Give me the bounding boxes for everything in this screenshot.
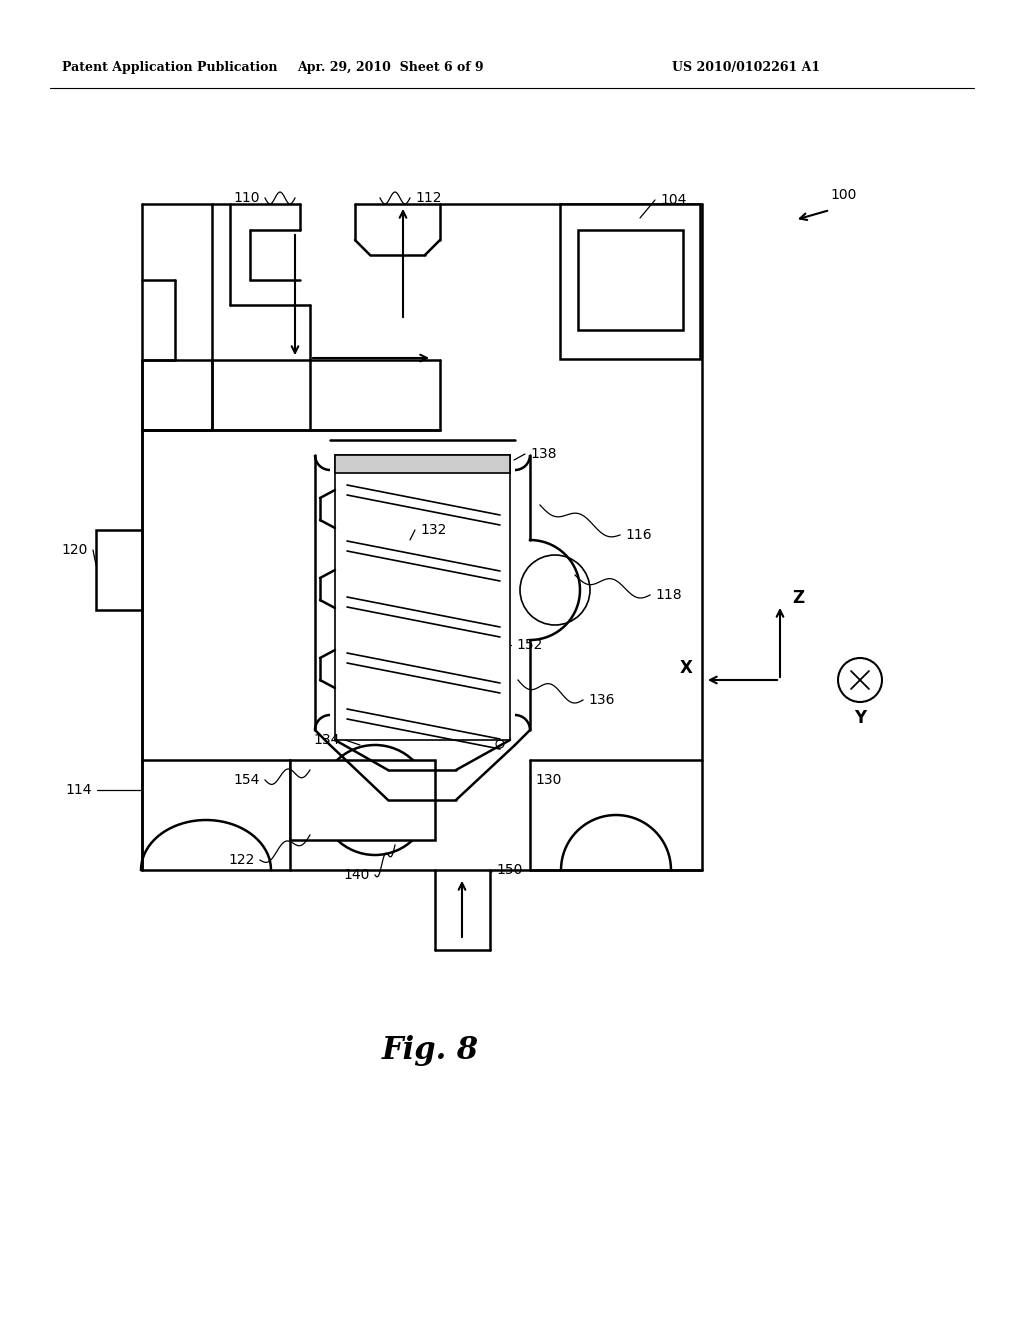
Text: 132: 132 (420, 523, 446, 537)
Text: 140: 140 (344, 869, 370, 882)
Bar (96, 531, 142, 610)
Bar (335, 455, 510, 741)
Text: Fig. 8: Fig. 8 (381, 1035, 478, 1065)
Text: X: X (680, 659, 693, 677)
Text: 112: 112 (415, 191, 441, 205)
Bar (335, 455, 510, 473)
Text: 152: 152 (516, 638, 543, 652)
Text: 130: 130 (535, 774, 561, 787)
Text: Patent Application Publication: Patent Application Publication (62, 62, 278, 74)
Bar (578, 230, 683, 330)
Text: 138: 138 (530, 447, 556, 461)
Text: 104: 104 (660, 193, 686, 207)
Text: Apr. 29, 2010  Sheet 6 of 9: Apr. 29, 2010 Sheet 6 of 9 (297, 62, 483, 74)
Text: 116: 116 (625, 528, 651, 543)
Text: 110: 110 (233, 191, 260, 205)
Text: 118: 118 (655, 587, 682, 602)
Text: 154: 154 (233, 774, 260, 787)
Text: 100: 100 (830, 187, 856, 202)
Text: 114: 114 (66, 783, 92, 797)
Text: 136: 136 (588, 693, 614, 708)
Bar (560, 205, 700, 359)
Text: 134: 134 (313, 733, 340, 747)
Text: Z: Z (792, 589, 804, 607)
Text: Y: Y (854, 709, 866, 727)
Bar (290, 760, 435, 840)
Text: US 2010/0102261 A1: US 2010/0102261 A1 (672, 62, 820, 74)
Text: 120: 120 (61, 543, 88, 557)
Text: 150: 150 (496, 863, 522, 876)
Text: 122: 122 (228, 853, 255, 867)
